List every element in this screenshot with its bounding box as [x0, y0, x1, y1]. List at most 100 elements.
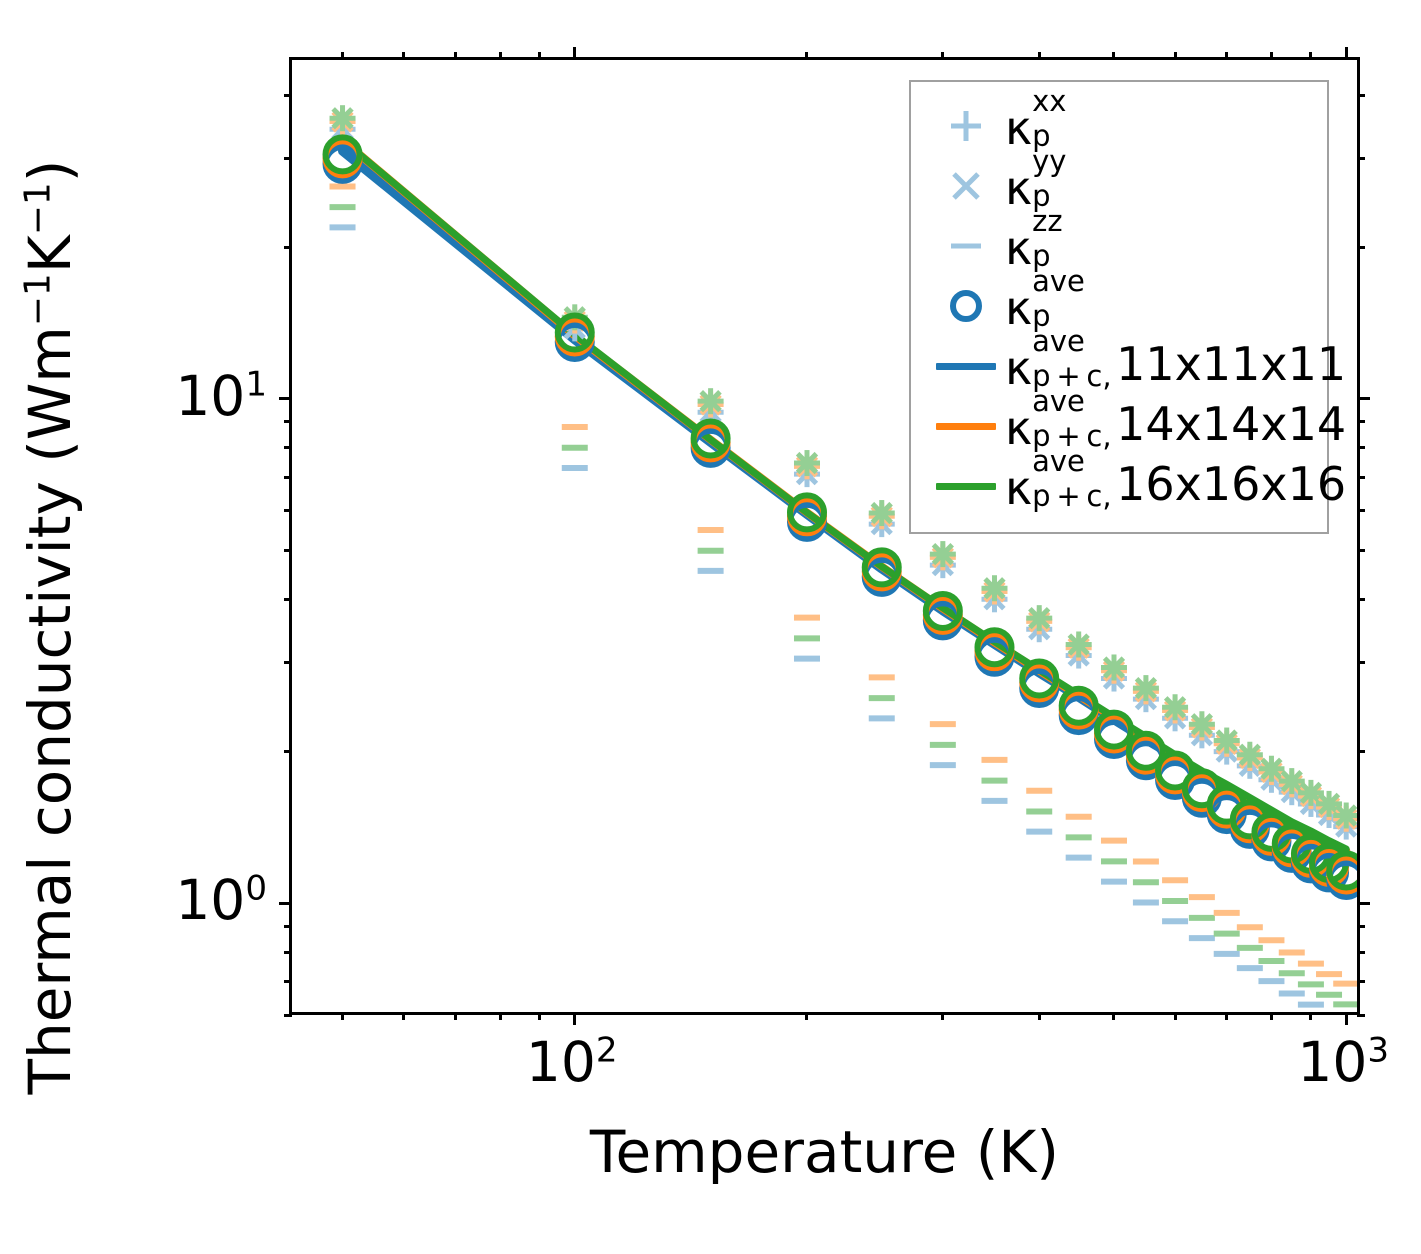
y-axis-minor-tick — [284, 598, 292, 602]
kyy-cross — [931, 542, 954, 566]
y-axis-minor-tick-right — [1357, 509, 1365, 513]
x-axis-major-tick-top — [1344, 47, 1348, 60]
x-axis-minor-tick-top — [1112, 52, 1116, 60]
x-tick-label-10e2: 102 — [525, 1030, 618, 1094]
kyy-cross — [699, 390, 722, 413]
legend-item-label: κ zz p — [1005, 206, 1063, 270]
y-axis-minor-tick-right — [1357, 598, 1365, 602]
line-swatch — [927, 362, 1005, 370]
y-axis-minor-tick — [284, 245, 292, 249]
x-axis-minor-tick-top — [453, 52, 457, 60]
x-axis-minor-tick-top — [1225, 52, 1229, 60]
circle-marker — [927, 283, 1005, 329]
kave-circle — [974, 627, 1015, 668]
y-axis-minor-tick — [284, 924, 292, 928]
x-axis-minor-tick — [402, 1012, 406, 1020]
legend-item-label: κ ave p — [1005, 266, 1085, 334]
x-axis-minor-tick — [941, 1012, 945, 1020]
kappa-superscript: yy — [1032, 143, 1067, 178]
y-axis-title-exp2: −1 — [17, 182, 59, 236]
kave-circle — [1019, 658, 1060, 699]
y-axis-minor-tick — [284, 509, 292, 513]
x-axis-major-tick-top — [573, 47, 577, 60]
y-tick-label-10e0: 100 — [175, 868, 267, 933]
x-axis-minor-tick-top — [537, 52, 541, 60]
x-axis-minor-tick — [1037, 1012, 1041, 1020]
y-axis-minor-tick — [284, 979, 292, 983]
x-axis-minor-tick-top — [1173, 52, 1177, 60]
legend-mesh-label: 14x14x14 — [1116, 397, 1347, 452]
y-axis-minor-tick-right — [1357, 245, 1365, 249]
x-tick-label-10e3: 103 — [1297, 1030, 1390, 1094]
x-axis-minor-tick — [341, 1012, 345, 1020]
x-axis-title: Temperature (K) — [589, 1118, 1060, 1186]
y-axis-minor-tick-right — [1357, 549, 1365, 553]
plus-marker — [927, 103, 1005, 149]
kappa-subscript: p — [1032, 119, 1051, 154]
legend-item-5[interactable]: κ ave p + c, 14x14x14 — [927, 386, 1346, 456]
y-axis-major-tick — [279, 397, 292, 401]
y-axis-minor-tick-right — [1357, 475, 1365, 479]
y-axis-minor-tick-right — [1357, 979, 1365, 983]
kappa-subscript: p — [1032, 179, 1051, 214]
kyy-cross — [1190, 713, 1214, 736]
y-axis-minor-tick — [284, 950, 292, 954]
legend-line-swatch — [936, 422, 996, 430]
y-axis-minor-tick — [284, 93, 292, 97]
x-axis-minor-tick-top — [341, 52, 345, 60]
kappa-superscript: ave — [1032, 443, 1085, 478]
legend-item-1[interactable]: κ yy p — [927, 146, 1311, 216]
x-axis-minor-tick-top — [941, 52, 945, 60]
legend-item-label: κ xx p — [1005, 86, 1066, 154]
x-axis-minor-tick-top — [1269, 52, 1273, 60]
plot-canvas — [292, 60, 1357, 1012]
kappa-ave-circles — [322, 134, 1357, 900]
kappa-symbol: κ — [1005, 160, 1033, 215]
kappa-superscript: ave — [1032, 323, 1085, 358]
plus-marker-glyph — [951, 111, 981, 141]
legend-line-swatch — [936, 482, 996, 490]
kappa-subscript: p — [1032, 299, 1051, 334]
x-axis-minor-tick-top — [805, 52, 809, 60]
legend-item-3[interactable]: κ ave p — [927, 266, 1311, 336]
kappa-subscript: p + c, — [1032, 479, 1112, 514]
legend-item-label: κ yy p — [1005, 146, 1066, 214]
line-swatch — [927, 482, 1005, 490]
x-axis-minor-tick-top — [1037, 52, 1041, 60]
x-axis-major-tick — [1344, 1012, 1348, 1025]
x-axis-minor-tick — [453, 1012, 457, 1020]
y-axis-minor-tick — [284, 446, 292, 450]
plot-area: κ xx p κ yy p κ zz p κ ave p κ ave p + c, 11x11x11 κ ave p… — [279, 47, 1370, 1025]
legend-mesh-label: 11x11x11 — [1116, 337, 1347, 392]
kyy-cross — [1317, 792, 1341, 816]
kappa-symbol: κ — [1005, 280, 1033, 335]
legend-item-6[interactable]: κ ave p + c, 16x16x16 — [927, 446, 1346, 516]
x-axis-minor-tick-top — [1309, 52, 1313, 60]
legend-line-swatch — [936, 362, 996, 370]
legend-item-2[interactable]: κ zz p — [927, 206, 1311, 276]
kyy-cross — [1335, 804, 1357, 827]
legend: κ xx p κ yy p κ zz p κ ave p κ ave p + c, 11x11x11 κ ave p… — [909, 80, 1346, 534]
y-axis-minor-tick-right — [1357, 950, 1365, 954]
legend-item-4[interactable]: κ ave p + c, 11x11x11 — [927, 326, 1346, 396]
kyy-cross — [1028, 607, 1051, 630]
legend-item-0[interactable]: κ xx p — [927, 86, 1311, 156]
kappa-symbol: κ — [1005, 340, 1033, 395]
kyy-cross — [1299, 781, 1323, 805]
y-axis-title-text: Thermal conductivity (Wm−1K−1) — [16, 159, 84, 1095]
kave-circle — [554, 312, 595, 353]
y-axis-minor-tick-right — [1357, 93, 1365, 97]
kappa-subscript: p + c, — [1032, 419, 1112, 454]
kyy-cross — [1163, 696, 1187, 719]
y-axis-minor-tick — [284, 420, 292, 424]
kave-circle — [690, 418, 731, 459]
y-axis-minor-tick-right — [1357, 156, 1365, 160]
line-swatch — [927, 422, 1005, 430]
legend-item-label: κ ave p + c, 14x14x14 — [1005, 386, 1347, 454]
x-axis-minor-tick — [1173, 1012, 1177, 1020]
kappa-superscript: ave — [1032, 263, 1085, 298]
kave-circle — [1125, 730, 1166, 771]
x-axis-minor-tick — [537, 1012, 541, 1020]
x-axis-major-tick — [573, 1012, 577, 1025]
